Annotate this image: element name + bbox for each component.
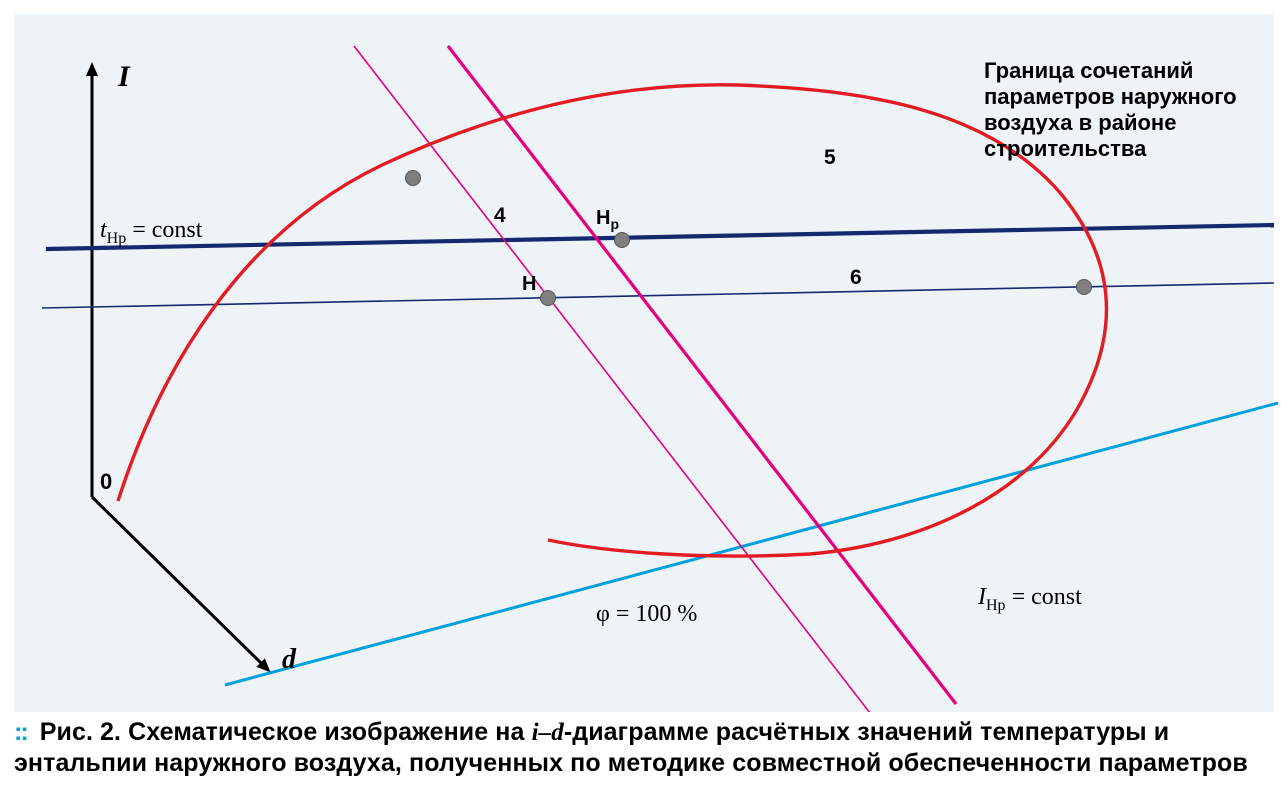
axis-label-d: d (282, 644, 297, 675)
label-4: 4 (494, 204, 506, 227)
diagram-svg: I d 0 tНр = const IНр = const φ = 100 % … (0, 0, 1288, 712)
caption-fig-label: Рис. 2. (40, 718, 121, 746)
dot-Hp (615, 233, 630, 248)
label-6: 6 (850, 266, 862, 289)
caption-dots: :: (14, 718, 27, 746)
label-H: Н (522, 273, 536, 295)
dot-H (541, 291, 556, 306)
axis-label-I: I (117, 60, 131, 93)
dot-on-red-curve (406, 171, 421, 186)
figure-caption: :: Рис. 2. Схематическое изображение на … (0, 707, 1288, 793)
dot-right-6 (1077, 280, 1092, 295)
caption-body-a: Схематическое изображение на (121, 718, 531, 746)
origin-zero: 0 (100, 469, 112, 494)
caption-i-d: i–d (532, 719, 564, 746)
figure-container: I d 0 tНр = const IНр = const φ = 100 % … (0, 0, 1288, 793)
label-phi: φ = 100 % (596, 601, 697, 627)
label-5: 5 (824, 146, 836, 169)
